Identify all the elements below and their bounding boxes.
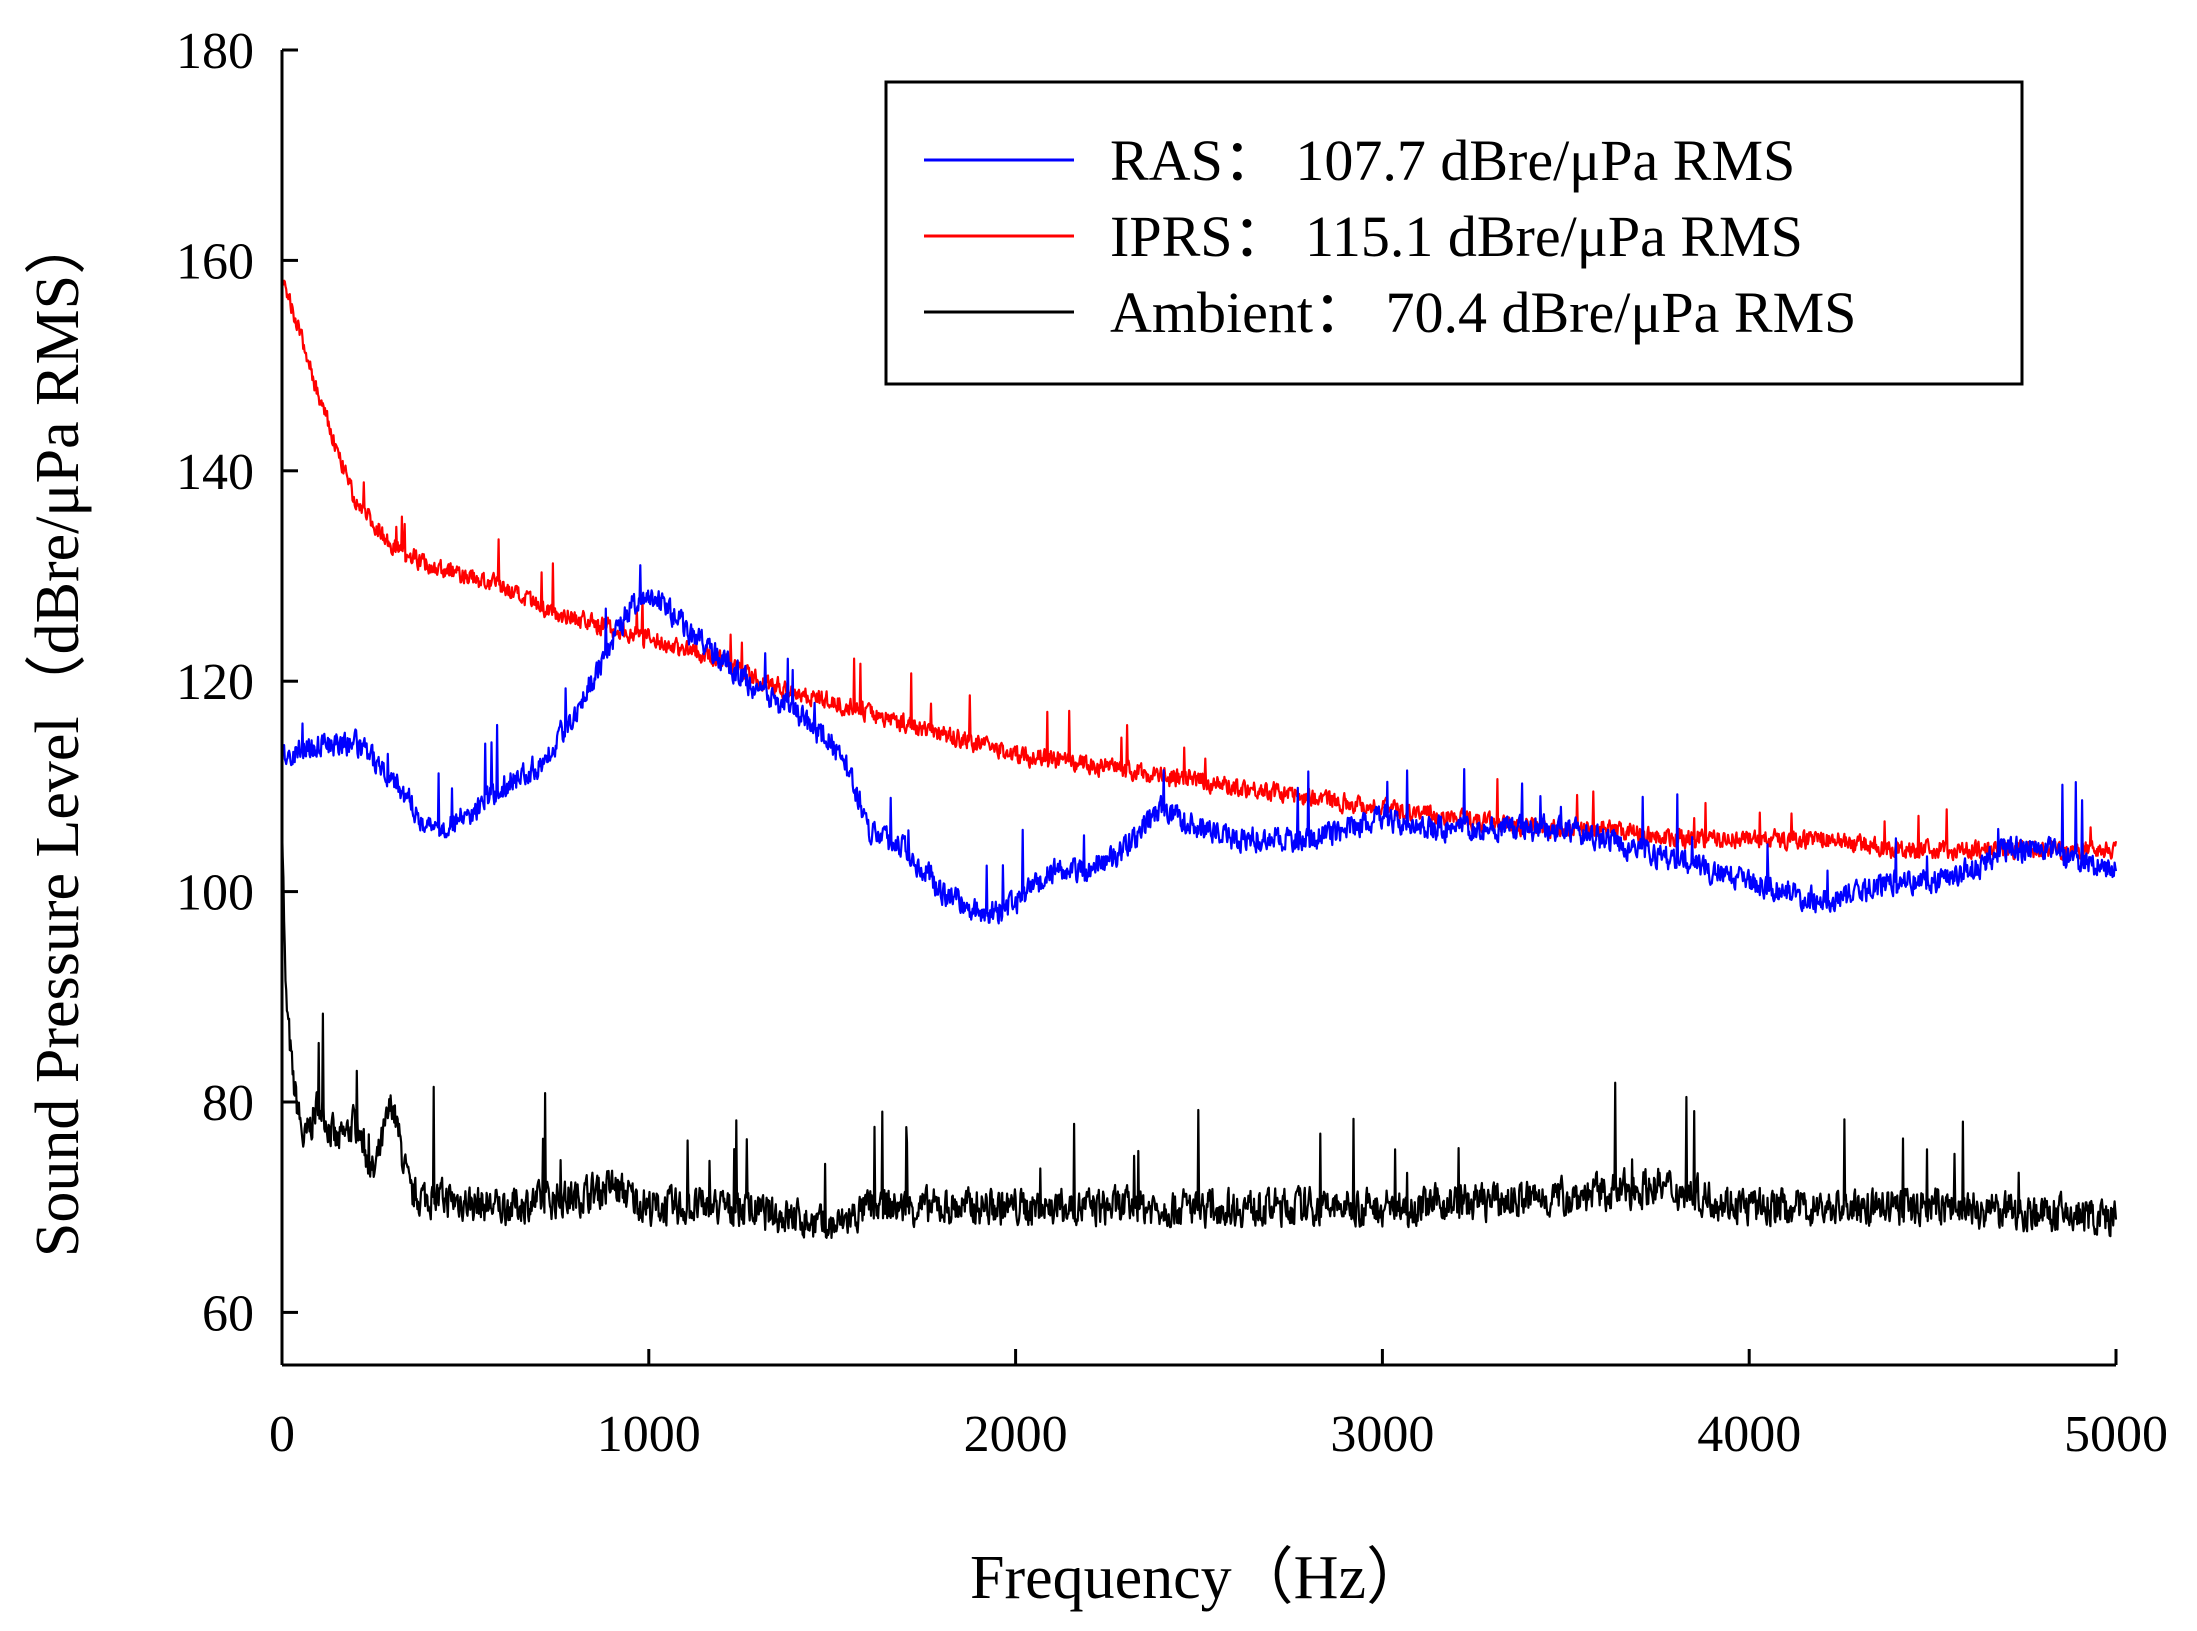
axes	[280, 50, 2116, 1367]
legend-label-iprs: IPRS： 115.1 dBre/μPa RMS	[1110, 204, 1803, 269]
series-layer	[282, 278, 2118, 1239]
y-tick-label: 140	[176, 444, 254, 501]
y-tick-label: 160	[176, 233, 254, 290]
y-axis-title: Sound Pressure Level（dBre/μPa RMS）	[24, 213, 92, 1257]
legend-label-ras: RAS： 107.7 dBre/μPa RMS	[1110, 128, 1795, 193]
series-line-ambient	[282, 823, 2118, 1239]
ticks: 60 80 100 120 140 160 180 0 1000 2000 3000 4000 5000	[176, 23, 2168, 1463]
y-tick-label: 180	[176, 23, 254, 80]
x-tick-label: 2000	[964, 1406, 1068, 1463]
legend: RAS： 107.7 dBre/μPa RMS IPRS： 115.1 dBre/…	[884, 80, 2024, 386]
y-tick-label: 120	[176, 654, 254, 711]
x-tick-label: 0	[269, 1406, 295, 1463]
x-axis-title: Frequency（Hz）	[970, 1544, 1428, 1612]
y-tick-label: 80	[202, 1075, 254, 1132]
y-tick-label: 100	[176, 865, 254, 922]
x-tick-label: 3000	[1330, 1406, 1434, 1463]
legend-label-ambient: Ambient： 70.4 dBre/μPa RMS	[1110, 280, 1856, 345]
legend-box	[884, 80, 2024, 386]
series-line-ras	[282, 564, 2118, 925]
x-tick-label: 1000	[597, 1406, 701, 1463]
x-tick-label: 4000	[1697, 1406, 1801, 1463]
series-line-iprs	[282, 278, 2118, 862]
x-tick-label: 5000	[2064, 1406, 2168, 1463]
y-tick-label: 60	[202, 1285, 254, 1342]
